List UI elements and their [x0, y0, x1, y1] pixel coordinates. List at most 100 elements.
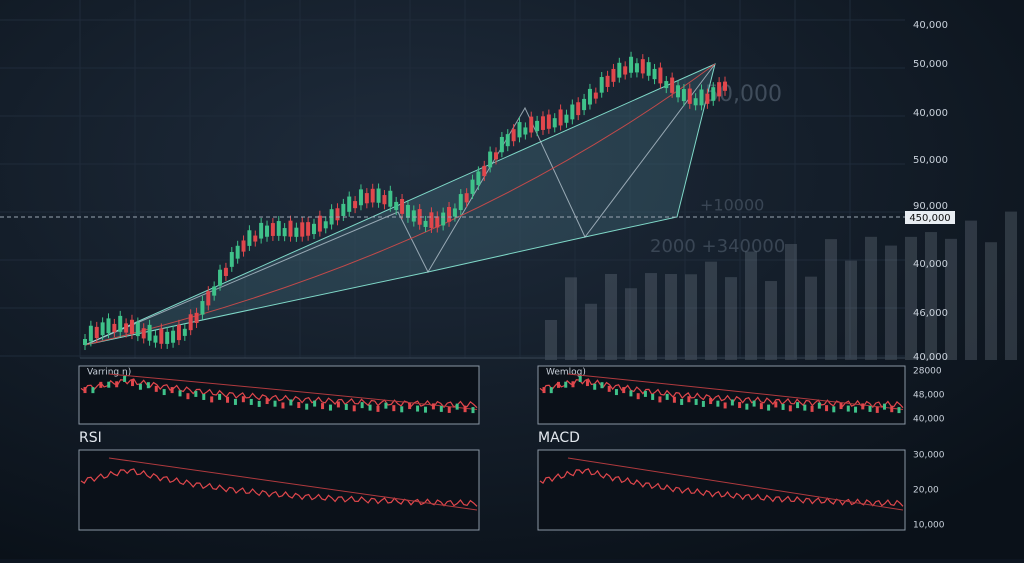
candle [599, 77, 604, 93]
mini-candle [210, 396, 214, 403]
mini-candle [549, 387, 553, 394]
candle [153, 335, 158, 343]
mini-candle [384, 402, 388, 409]
candle [247, 230, 252, 246]
candle [640, 59, 645, 74]
candle [499, 136, 504, 153]
mini-candle [578, 375, 582, 382]
mini-candle [556, 381, 560, 388]
candle [634, 63, 639, 73]
mini-candle [622, 387, 626, 394]
candle [335, 208, 340, 221]
mini-candle [265, 398, 269, 405]
candle [687, 88, 692, 104]
panel-axis-label: 10,000 [913, 521, 945, 531]
mini-candle [273, 400, 277, 407]
mini-candle [471, 407, 475, 414]
mini-candle [716, 400, 720, 407]
candle [358, 189, 363, 206]
candle [482, 165, 487, 177]
signal-line [108, 457, 478, 511]
candle [159, 328, 164, 344]
mini-candle [723, 402, 727, 409]
bg-bar [585, 303, 597, 360]
bg-text: 50,000 [705, 82, 782, 107]
mini-candle [854, 406, 858, 413]
candle [441, 212, 446, 226]
indicator-line [80, 468, 478, 507]
mini-candle [115, 381, 119, 388]
candle [417, 209, 422, 225]
price-tag [905, 211, 955, 224]
bg-bar [665, 274, 677, 360]
grid [0, 0, 905, 358]
mini-candle [875, 406, 879, 413]
candle [652, 68, 657, 80]
candle [646, 62, 651, 76]
mini-candle [709, 398, 713, 405]
candle [294, 227, 299, 237]
candle [364, 193, 369, 204]
candle [593, 92, 598, 99]
candle [100, 322, 105, 336]
candle [617, 62, 622, 78]
mini-candle [803, 404, 807, 411]
mini-candle [839, 403, 843, 410]
bg-bar [745, 251, 757, 360]
candle [300, 222, 305, 237]
candle [382, 195, 387, 205]
candle [306, 222, 311, 236]
bg-bar [945, 238, 957, 360]
mini-candle [752, 400, 756, 407]
candle [311, 223, 316, 235]
mini-candle [131, 380, 135, 387]
wedge-overlay [84, 63, 716, 346]
mini-candle [336, 401, 340, 408]
signal-line [567, 457, 904, 511]
signal-line [567, 373, 904, 410]
mini-candle [861, 403, 865, 410]
bg-bar [785, 244, 797, 360]
candle [587, 88, 592, 105]
mini-candle [408, 403, 412, 410]
candle [229, 252, 234, 267]
bg-bar [1005, 211, 1017, 360]
candle [523, 127, 528, 135]
mini-candle [759, 403, 763, 410]
candle [564, 114, 569, 123]
mini-candle [352, 405, 356, 412]
axis-label: 40,000 [913, 108, 948, 119]
candle [699, 89, 704, 106]
candle [540, 116, 545, 130]
mini-candle [614, 389, 618, 396]
mini-candle [162, 389, 166, 396]
candle [341, 203, 346, 216]
panel-label: MACD [538, 430, 580, 446]
candle [552, 118, 557, 128]
candle [112, 323, 117, 333]
candle [717, 82, 722, 97]
candle [370, 188, 375, 203]
candle [488, 151, 493, 168]
candle [194, 312, 199, 324]
candle [347, 196, 352, 212]
mini-candle [313, 400, 317, 407]
bg-bar [965, 220, 977, 360]
mini-candle [416, 405, 420, 412]
candle [206, 291, 211, 306]
axis-label: 50,000 [913, 59, 948, 70]
candle [405, 204, 410, 218]
axis-label: 50,000 [913, 155, 948, 166]
candle [135, 322, 140, 337]
bg-bar [565, 277, 577, 360]
candle [353, 201, 358, 209]
candle [241, 240, 246, 252]
mini-candle [305, 403, 309, 410]
mini-candle [745, 403, 749, 410]
candle [270, 223, 275, 236]
mini-candle [257, 400, 261, 407]
mini-candle [868, 405, 872, 412]
mini-candle [376, 405, 380, 412]
mini-candle [344, 403, 348, 410]
candle [317, 215, 322, 232]
